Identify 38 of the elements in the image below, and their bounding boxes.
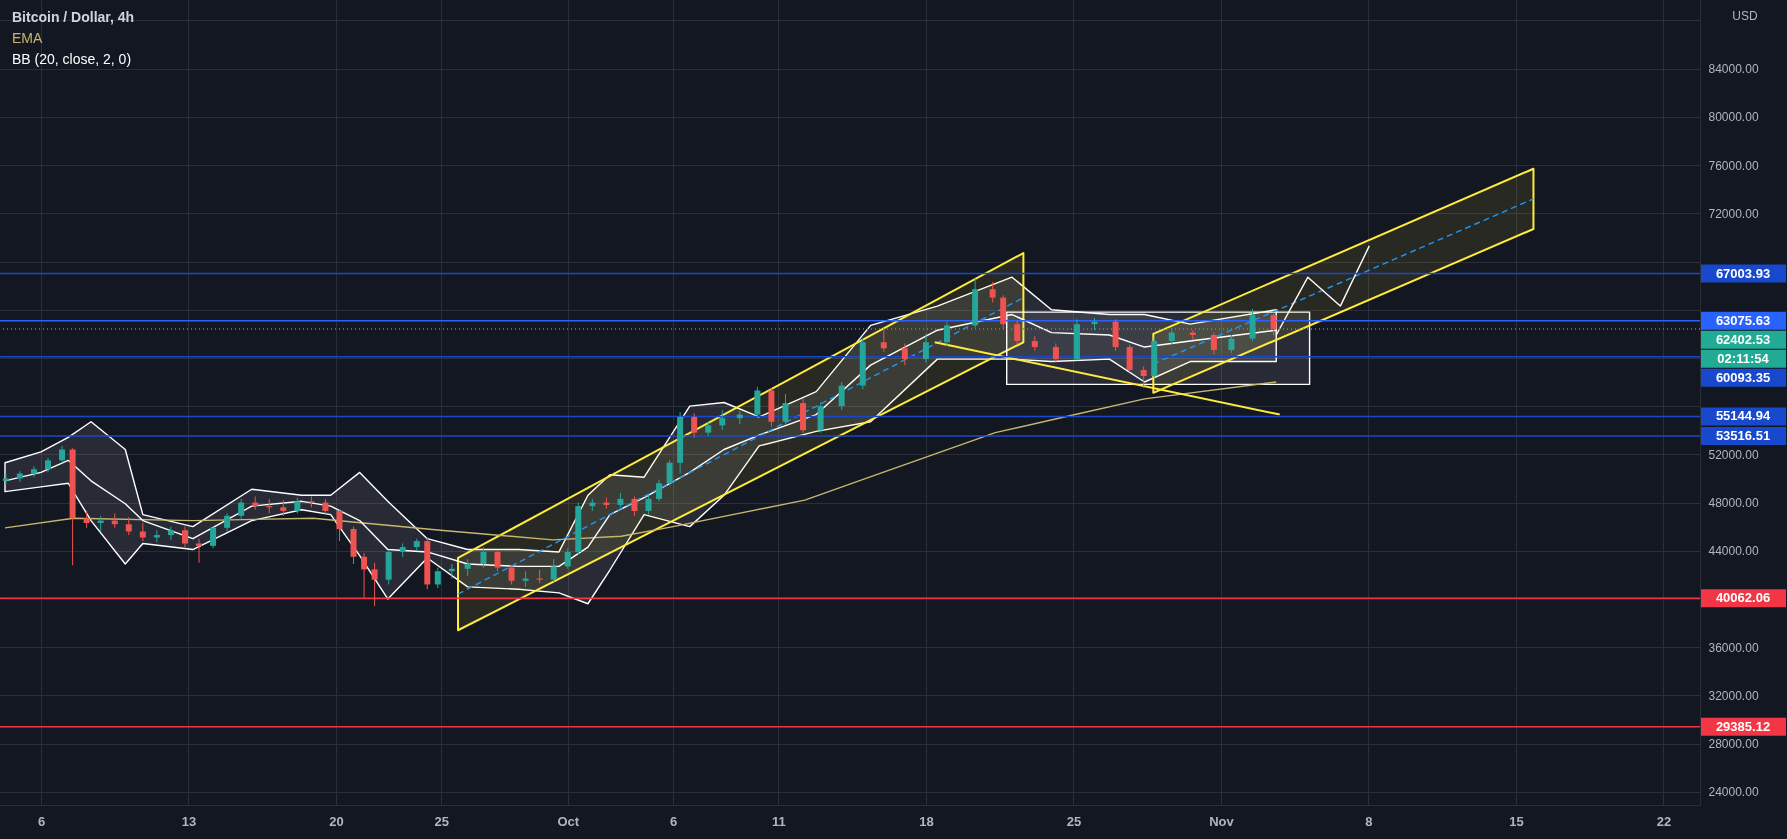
- ref-line-label: 62402.53: [1715, 331, 1771, 347]
- x-tick-label: 11: [772, 813, 786, 829]
- y-tick-label: 84000.00: [1708, 62, 1759, 77]
- y-tick-label: 80000.00: [1708, 110, 1759, 125]
- x-tick-label: Nov: [1209, 813, 1235, 829]
- y-tick-label: 44000.00: [1708, 544, 1759, 559]
- x-tick-label: 6: [669, 813, 678, 829]
- y-tick-label: 48000.00: [1708, 496, 1759, 511]
- ref-line-label: 67003.93: [1715, 265, 1771, 281]
- text: EMA: [12, 30, 43, 46]
- ref-line-label: 40062.06: [1715, 590, 1771, 606]
- x-tick-label: 25: [434, 813, 450, 829]
- y-tick-label: 76000.00: [1708, 158, 1759, 173]
- x-tick-label: 20: [329, 813, 344, 829]
- ref-line-label: 63075.63: [1715, 312, 1771, 328]
- text: Bitcoin / Dollar, 4h: [12, 9, 135, 25]
- x-tick-label: 25: [1066, 813, 1082, 829]
- x-tick-label: 13: [181, 813, 197, 829]
- y-tick-label: 28000.00: [1708, 737, 1759, 752]
- text: USD: [1732, 9, 1758, 23]
- x-tick-label: 18: [919, 813, 934, 829]
- text: BB (20, close, 2, 0): [12, 51, 132, 67]
- ref-line-label: 53516.51: [1715, 428, 1771, 444]
- y-tick-label: 72000.00: [1708, 206, 1759, 221]
- ref-line-label: 29385.12: [1715, 718, 1771, 734]
- y-tick-label: 32000.00: [1708, 688, 1759, 703]
- x-tick-label: Oct: [557, 813, 580, 829]
- y-tick-label: 24000.00: [1708, 785, 1759, 800]
- x-tick-label: 15: [1509, 813, 1524, 829]
- line-series: [1275, 245, 1370, 336]
- x-tick-label: 6: [37, 813, 46, 829]
- x-tick-label: 8: [1365, 813, 1373, 829]
- ref-line-label: 60093.35: [1715, 369, 1771, 385]
- y-tick-label: 52000.00: [1708, 447, 1759, 462]
- text: 02:11:54: [1717, 350, 1770, 366]
- ref-line-label: 55144.94: [1715, 408, 1771, 424]
- x-tick-label: 22: [1656, 813, 1672, 829]
- y-tick-label: 36000.00: [1708, 640, 1759, 655]
